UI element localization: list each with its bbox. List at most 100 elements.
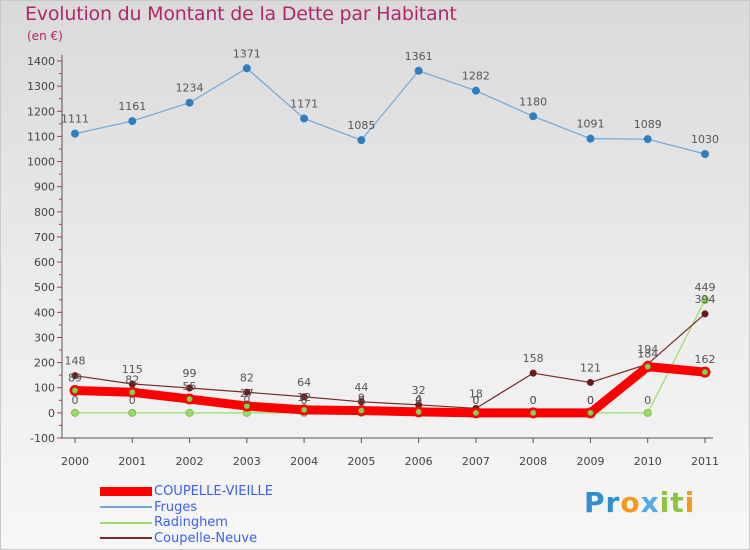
y-tick-label: 1300 xyxy=(27,80,55,93)
data-point xyxy=(586,378,594,386)
legend-swatch xyxy=(100,506,152,509)
legend-swatch xyxy=(100,521,152,524)
data-label: 0 xyxy=(129,394,136,407)
data-label: 0 xyxy=(644,394,651,407)
data-point-inner xyxy=(415,408,422,415)
x-tick-label: 2007 xyxy=(462,455,490,468)
data-point xyxy=(529,112,538,121)
x-tick-label: 2001 xyxy=(118,455,146,468)
data-point-inner xyxy=(701,369,709,376)
data-point xyxy=(186,384,194,392)
y-tick-label: 1400 xyxy=(27,55,55,68)
data-label: 0 xyxy=(472,394,479,407)
data-point xyxy=(414,66,423,75)
data-point-inner xyxy=(530,409,537,416)
data-label: 1180 xyxy=(519,95,547,108)
data-point xyxy=(701,310,709,318)
legend-item-coupelle-vieille: COUPELLE-VIEILLE xyxy=(100,484,273,500)
data-label: 184 xyxy=(637,348,658,361)
data-label: 148 xyxy=(65,355,86,368)
y-tick-label: 1100 xyxy=(27,130,55,143)
data-label: 1089 xyxy=(634,118,662,131)
legend-item-radinghem: Radinghem xyxy=(100,515,273,531)
data-label: 0 xyxy=(301,394,308,407)
x-tick-label: 2011 xyxy=(691,455,719,468)
data-point xyxy=(185,98,194,107)
y-tick-label: 1000 xyxy=(27,156,55,169)
legend-label: Coupelle-Neuve xyxy=(154,530,258,546)
data-point xyxy=(357,398,365,406)
data-label: 1361 xyxy=(405,50,433,63)
data-label: 449 xyxy=(695,281,716,294)
chart-title: Evolution du Montant de la Dette par Hab… xyxy=(25,3,457,25)
data-label: 27 xyxy=(240,387,254,400)
data-point-inner xyxy=(644,363,651,370)
data-label: 0 xyxy=(587,394,594,407)
y-tick-label: 1200 xyxy=(27,105,55,118)
data-label: 0 xyxy=(243,394,250,407)
data-label: 121 xyxy=(580,361,601,374)
data-point xyxy=(701,149,709,158)
y-tick-label: 100 xyxy=(34,382,55,395)
legend-swatch xyxy=(100,537,152,540)
x-tick-label: 2008 xyxy=(519,455,547,468)
x-tick-label: 2009 xyxy=(576,455,604,468)
data-point xyxy=(128,117,137,126)
data-point xyxy=(128,408,137,417)
data-point-inner xyxy=(71,387,79,394)
data-label: 18 xyxy=(469,387,483,400)
legend-item-coupelle-neuve: Coupelle-Neuve xyxy=(100,531,273,547)
data-point xyxy=(243,388,251,396)
x-tick-label: 2003 xyxy=(233,455,261,468)
data-label: 9 xyxy=(358,392,365,405)
y-tick-label: 900 xyxy=(34,181,55,194)
data-point xyxy=(643,408,652,417)
data-point xyxy=(471,86,480,95)
y-tick-label: 500 xyxy=(34,281,55,294)
data-point xyxy=(71,372,79,380)
data-point-inner xyxy=(186,395,193,403)
data-label: 64 xyxy=(297,376,311,389)
data-label: 82 xyxy=(240,371,254,384)
chart-subtitle: (en €) xyxy=(27,29,63,43)
data-label: 1111 xyxy=(61,113,89,126)
y-tick-label: 300 xyxy=(34,331,55,344)
data-label: 1282 xyxy=(462,70,490,83)
data-point xyxy=(300,114,309,123)
y-tick-label: 200 xyxy=(34,357,55,370)
data-label: 44 xyxy=(354,381,368,394)
y-tick-label: 400 xyxy=(34,306,55,319)
legend-swatch xyxy=(100,487,152,497)
data-label: 1171 xyxy=(290,98,318,111)
legend-item-fruges: Fruges xyxy=(100,500,273,516)
data-label: 394 xyxy=(695,293,716,306)
data-point xyxy=(300,393,308,401)
x-tick-label: 2010 xyxy=(634,455,662,468)
data-point-inner xyxy=(243,402,250,410)
data-point xyxy=(357,136,366,145)
y-tick-label: -100 xyxy=(30,432,55,445)
y-tick-label: 0 xyxy=(48,407,55,420)
data-point xyxy=(185,408,194,417)
series-line xyxy=(74,313,706,409)
data-label: 12 xyxy=(297,391,311,404)
data-point xyxy=(586,134,595,143)
data-label: 1091 xyxy=(576,118,604,131)
data-point xyxy=(242,64,251,73)
y-tick-label: 600 xyxy=(34,256,55,269)
x-tick-label: 2000 xyxy=(61,455,89,468)
data-label: 99 xyxy=(183,367,197,380)
data-point-inner xyxy=(300,406,308,413)
data-point xyxy=(701,296,709,305)
data-label: 0 xyxy=(530,394,537,407)
x-tick-label: 2005 xyxy=(347,455,375,468)
data-label: 158 xyxy=(523,352,544,365)
data-point xyxy=(529,369,537,377)
data-label: 1371 xyxy=(233,47,261,60)
data-label: 162 xyxy=(695,353,716,366)
x-tick-label: 2002 xyxy=(176,455,204,468)
data-label: 115 xyxy=(122,363,143,376)
data-label: 1161 xyxy=(118,100,146,113)
data-point xyxy=(71,408,79,417)
